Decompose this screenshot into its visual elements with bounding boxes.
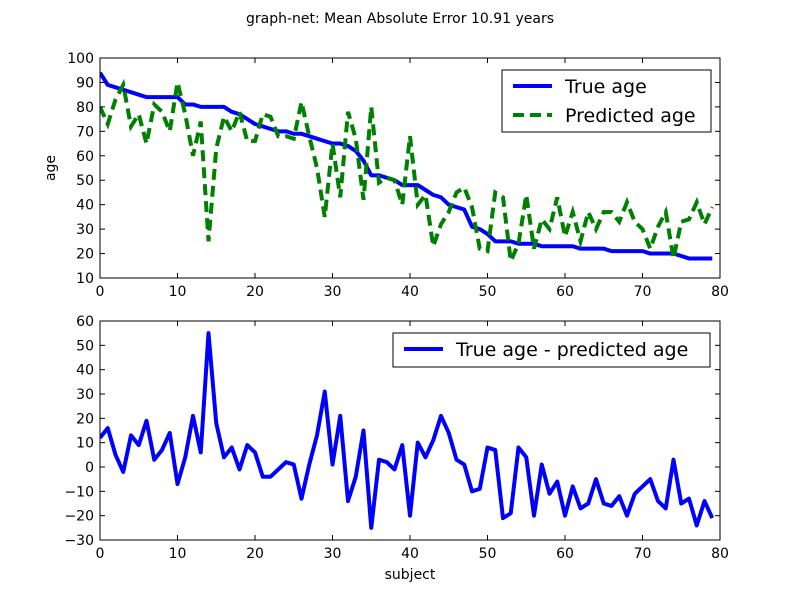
legend-box [392, 332, 711, 368]
x-tick-label: 30 [324, 284, 342, 300]
series-group [100, 331, 715, 530]
x-tick-label: 0 [96, 284, 105, 300]
x-tick-label: 10 [169, 546, 187, 562]
x-tick-label: 0 [96, 546, 105, 562]
y-tick-label: 90 [76, 75, 94, 91]
x-tick-label: 30 [324, 546, 342, 562]
x-tick-label: 70 [634, 546, 652, 562]
legend: True age Predicted age [501, 69, 712, 133]
y-tick-label: −20 [64, 509, 94, 525]
y-tick-label: 0 [85, 460, 94, 476]
y-tick-label: 30 [76, 222, 94, 238]
y-tick-label: 80 [76, 100, 94, 116]
x-tick-label: 70 [634, 284, 652, 300]
legend-label: True age [564, 76, 647, 98]
axes-age: 0 10 20 30 40 50 60 70 80102030405060708090100ag… [43, 51, 729, 300]
y-tick-label: −10 [64, 484, 94, 500]
series-line-predicted-age [100, 78, 715, 269]
legend-box [501, 69, 712, 133]
x-axis-label: subject [385, 567, 436, 583]
x-tick-label: 50 [479, 284, 497, 300]
series-group [100, 71, 715, 269]
y-tick-label: 10 [76, 271, 94, 287]
x-tick-label: 40 [401, 546, 419, 562]
axes-difference: 0 10 20 30 40 50 60 70 80 −30 −20 −10 0 10 20 30 40 50 60 s… [64, 314, 728, 583]
legend: True age - predicted age [392, 332, 711, 368]
series-line-true-age-predicted-age [100, 331, 715, 530]
x-tick-label: 20 [246, 546, 264, 562]
x-tick-label: 80 [711, 546, 729, 562]
y-tick-label: 10 [76, 436, 94, 452]
x-tick-label: 60 [556, 546, 574, 562]
x-tick-label: 60 [556, 284, 574, 300]
y-tick-label: 70 [76, 124, 94, 140]
y-tick-label: 60 [76, 314, 94, 330]
y-tick-label: 40 [76, 198, 94, 214]
y-tick-label: 20 [76, 247, 94, 263]
y-tick-label: 100 [67, 51, 94, 67]
x-tick-label: 40 [401, 284, 419, 300]
x-tick-label: 20 [246, 284, 264, 300]
y-tick-label: 60 [76, 149, 94, 165]
x-tick-label: 10 [169, 284, 187, 300]
x-tick-label: 50 [479, 546, 497, 562]
legend-label: True age - predicted age [455, 339, 688, 361]
y-axis-label: age [43, 155, 59, 181]
figure-title: graph-net: Mean Absolute Error 10.91 yea… [246, 11, 554, 27]
y-tick-label: 50 [76, 338, 94, 354]
x-tick-label: 80 [711, 284, 729, 300]
y-tick-label: 40 [76, 363, 94, 379]
y-tick-label: 20 [76, 411, 94, 427]
y-tick-label: −30 [64, 533, 94, 549]
legend-label: Predicted age [565, 105, 696, 127]
y-tick-label: 50 [76, 173, 94, 189]
y-tick-label: 30 [76, 387, 94, 403]
